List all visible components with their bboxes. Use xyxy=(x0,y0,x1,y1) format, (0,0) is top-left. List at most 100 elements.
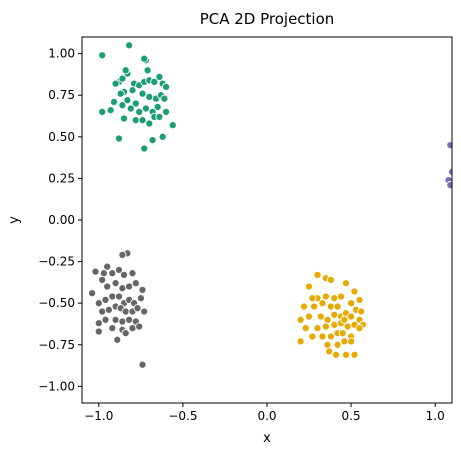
data-point-series-3 xyxy=(111,315,120,324)
data-point-series-3 xyxy=(98,275,107,284)
data-point-series-3 xyxy=(108,324,117,333)
data-point-series-3 xyxy=(125,282,134,291)
data-point-series-1 xyxy=(301,324,310,333)
data-point-series-1 xyxy=(323,340,332,349)
data-point-series-0 xyxy=(126,104,135,113)
data-point-series-1 xyxy=(336,292,346,301)
data-point-series-0 xyxy=(119,114,129,123)
data-point-series-3 xyxy=(99,269,108,278)
y-axis-label: y xyxy=(7,216,22,224)
data-point-series-1 xyxy=(296,337,305,346)
x-tick-label: −1.0 xyxy=(84,409,113,423)
data-point-series-1 xyxy=(330,310,339,319)
data-point-series-0 xyxy=(158,132,167,141)
data-point-series-0 xyxy=(138,89,147,98)
data-point-series-0 xyxy=(153,102,162,111)
y-tick-label: 0.50 xyxy=(48,130,75,144)
data-point-series-3 xyxy=(94,319,103,328)
data-point-series-3 xyxy=(131,279,140,288)
data-point-series-0 xyxy=(106,106,115,115)
data-point-series-3 xyxy=(94,299,103,308)
data-point-series-1 xyxy=(331,350,341,359)
data-point-series-0 xyxy=(160,94,169,103)
chart-title: PCA 2D Projection xyxy=(200,10,335,28)
data-point-series-1 xyxy=(321,322,330,331)
data-point-series-1 xyxy=(347,337,356,346)
data-point-series-0 xyxy=(162,82,171,91)
x-tick-label: −0.5 xyxy=(168,409,197,423)
data-point-series-1 xyxy=(340,337,349,346)
data-point-series-3 xyxy=(94,327,103,336)
data-point-series-0 xyxy=(143,66,152,75)
data-point-series-0 xyxy=(162,107,171,116)
data-point-series-3 xyxy=(118,317,127,326)
data-point-series-3 xyxy=(125,315,134,324)
data-point-series-1 xyxy=(347,312,356,321)
data-point-series-1 xyxy=(357,307,366,316)
data-point-series-1 xyxy=(323,315,332,324)
data-point-series-0 xyxy=(138,116,147,125)
data-point-series-0 xyxy=(131,116,140,125)
data-point-series-3 xyxy=(128,269,137,278)
data-point-series-1 xyxy=(296,315,305,324)
data-point-series-0 xyxy=(141,104,150,113)
y-tick-label: 1.00 xyxy=(48,47,75,61)
data-point-series-0 xyxy=(111,79,120,88)
data-point-series-3 xyxy=(118,250,127,259)
data-point-series-0 xyxy=(168,121,177,130)
data-point-series-1 xyxy=(316,312,325,321)
data-point-series-3 xyxy=(103,262,112,271)
data-point-series-1 xyxy=(330,294,339,303)
data-point-series-0 xyxy=(155,72,164,81)
x-tick-label: 0.5 xyxy=(342,409,361,423)
data-point-series-1 xyxy=(304,282,314,291)
y-tick-label: −0.50 xyxy=(38,296,75,310)
data-point-series-0 xyxy=(98,107,107,116)
data-point-series-1 xyxy=(318,299,327,308)
data-point-series-0 xyxy=(123,96,132,105)
data-point-series-1 xyxy=(340,315,349,324)
data-point-series-3 xyxy=(88,289,97,298)
data-point-series-1 xyxy=(313,270,322,279)
data-point-series-1 xyxy=(338,329,347,338)
data-point-series-1 xyxy=(299,302,309,311)
data-point-series-1 xyxy=(330,320,339,329)
data-point-series-0 xyxy=(148,136,157,145)
data-point-series-0 xyxy=(118,74,127,83)
data-point-series-1 xyxy=(341,279,351,288)
data-point-series-3 xyxy=(101,295,110,304)
data-point-series-3 xyxy=(121,307,130,316)
data-point-series-3 xyxy=(138,360,147,369)
data-point-series-0 xyxy=(118,101,127,110)
data-point-series-1 xyxy=(333,340,342,349)
data-point-series-3 xyxy=(104,305,113,314)
data-point-series-0 xyxy=(140,54,149,63)
data-point-series-3 xyxy=(133,304,142,313)
data-point-series-3 xyxy=(136,294,145,303)
data-point-series-0 xyxy=(109,97,119,106)
data-point-series-1 xyxy=(321,292,330,301)
y-axis: 1.00 0.75 0.50 0.25 0.00 −0.25 −0.50 −0.75 −1.00 xyxy=(38,47,82,393)
data-point-series-0 xyxy=(140,144,149,153)
data-point-series-3 xyxy=(114,292,124,301)
data-point-series-1 xyxy=(341,350,351,359)
data-point-series-0 xyxy=(116,89,125,98)
data-point-series-1 xyxy=(325,347,334,356)
data-point-series-1 xyxy=(350,350,359,359)
data-point-series-1 xyxy=(318,332,327,341)
data-point-series-3 xyxy=(121,329,130,338)
data-point-series-3 xyxy=(135,322,144,331)
x-axis: −1.0 −0.5 0.0 0.5 1.0 xyxy=(84,403,445,423)
data-point-series-2 xyxy=(446,181,452,190)
y-tick-label: −1.00 xyxy=(38,379,75,393)
data-point-series-3 xyxy=(103,282,112,291)
data-point-series-1 xyxy=(355,324,364,333)
data-point-series-3 xyxy=(91,267,100,276)
data-point-series-3 xyxy=(128,324,137,333)
data-point-series-3 xyxy=(140,307,149,316)
data-point-series-1 xyxy=(304,312,314,321)
x-tick-label: 1.0 xyxy=(426,409,445,423)
data-point-series-0 xyxy=(128,86,137,95)
data-point-series-3 xyxy=(138,285,147,294)
